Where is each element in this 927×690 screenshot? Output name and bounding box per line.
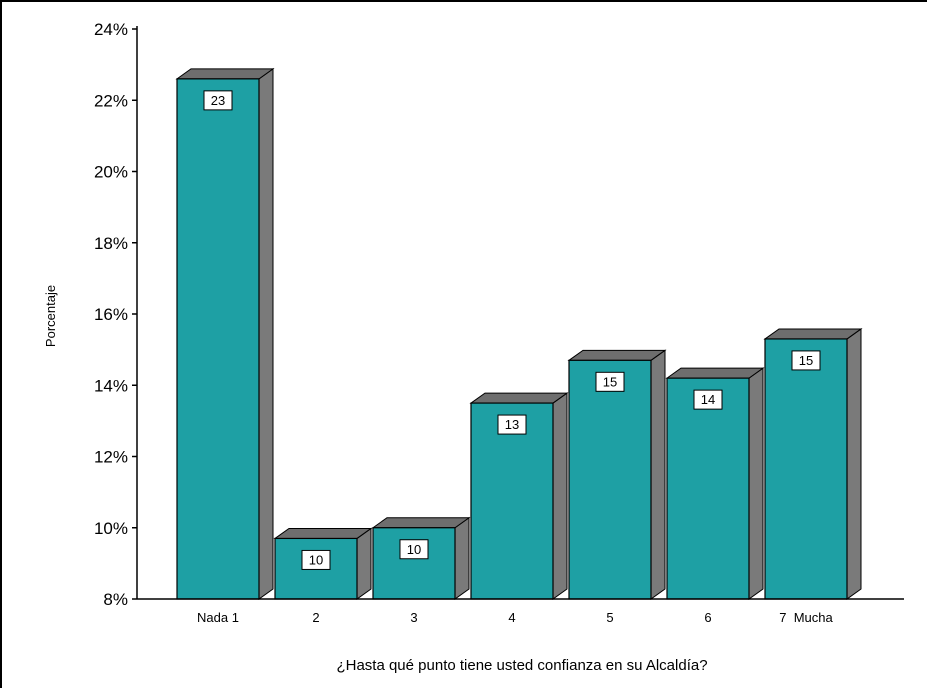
bar-side-face — [846, 327, 862, 600]
data-label-text: 15 — [603, 374, 617, 389]
data-label: 23 — [203, 90, 233, 111]
data-label-box — [399, 539, 429, 560]
data-label-box — [791, 350, 821, 371]
data-label-box — [595, 371, 625, 392]
data-label-text: 10 — [407, 542, 421, 557]
data-label-text: 23 — [211, 93, 225, 108]
bar-side-face — [552, 392, 568, 600]
y-tick-label: 18% — [94, 234, 128, 253]
data-label: 15 — [595, 371, 625, 392]
data-label: 13 — [497, 414, 527, 435]
x-tick-labels: Nada 1 2 3 4 5 6 7 Mucha — [197, 610, 833, 625]
bar-front-face — [372, 527, 456, 600]
x-tick-label: 2 — [312, 610, 319, 625]
y-tick-labels: 8% 10% 12% 14% 16% 18% 20% 22% 24% — [94, 20, 137, 609]
data-label-box — [693, 389, 723, 410]
data-label: 15 — [791, 350, 821, 371]
bar-side-face — [258, 67, 274, 600]
data-label-text: 13 — [505, 417, 519, 432]
bar-top-face — [371, 517, 471, 529]
data-label: 14 — [693, 389, 723, 410]
bar — [763, 327, 863, 600]
bar-top-face — [175, 68, 275, 80]
bar-top-face — [567, 349, 667, 361]
bar — [469, 392, 569, 600]
data-label-box — [203, 90, 233, 111]
data-label-box — [497, 414, 527, 435]
data-label-text: 15 — [799, 353, 813, 368]
y-tick-label: 12% — [94, 448, 128, 467]
x-tick-label: 5 — [606, 610, 613, 625]
bar-side-face — [748, 367, 764, 600]
bar-side-face — [650, 349, 666, 600]
bar — [273, 527, 373, 600]
data-label: 10 — [301, 549, 331, 570]
y-axis-label: Porcentaje — [43, 285, 58, 347]
data-label-box — [301, 549, 331, 570]
bar-top-face — [763, 328, 863, 340]
bar-front-face — [176, 78, 260, 600]
y-tick-label: 10% — [94, 519, 128, 538]
bar-side-face — [356, 527, 372, 600]
x-tick-label: Nada 1 — [197, 610, 239, 625]
data-label-text: 14 — [701, 392, 715, 407]
x-tick-label: 4 — [508, 610, 515, 625]
x-tick-label: 6 — [704, 610, 711, 625]
bar — [175, 67, 275, 600]
x-axis-label: ¿Hasta qué punto tiene usted confianza e… — [336, 657, 707, 674]
bar-front-face — [568, 359, 652, 600]
bar-side-face — [454, 516, 470, 600]
data-label-text: 10 — [309, 552, 323, 567]
y-tick-label: 20% — [94, 163, 128, 182]
y-tick-label: 22% — [94, 91, 128, 110]
bar — [567, 349, 667, 600]
x-tick-label: 7 Mucha — [779, 610, 833, 625]
bar-top-face — [273, 527, 373, 539]
bar-top-face — [665, 367, 765, 379]
bar-top-face — [469, 392, 569, 404]
bar-front-face — [666, 377, 750, 600]
bar — [665, 367, 765, 600]
data-label: 10 — [399, 539, 429, 560]
y-tick-label: 16% — [94, 305, 128, 324]
y-tick-label: 24% — [94, 20, 128, 39]
y-tick-label: 14% — [94, 376, 128, 395]
bars-layer — [175, 67, 863, 600]
x-tick-label: 3 — [410, 610, 417, 625]
axes-layer — [136, 26, 904, 600]
bar-front-face — [764, 338, 848, 600]
y-tick-label: 8% — [103, 590, 128, 609]
data-labels: 23 10 10 13 15 14 15 — [203, 90, 821, 570]
